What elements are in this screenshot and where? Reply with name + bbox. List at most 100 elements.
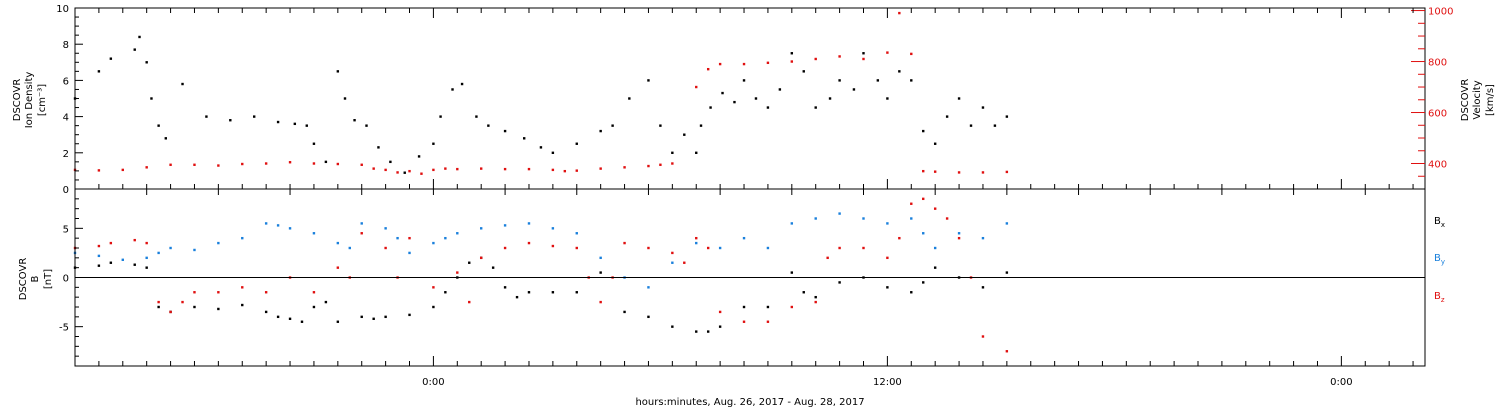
field-data-point [623,241,626,245]
field-data-point [945,217,949,220]
density-data-point [628,97,631,100]
field-data-point [838,246,841,250]
density-data-point [157,124,160,127]
velocity-data-point [420,172,423,175]
field-data-point [456,232,459,235]
field-data-point [599,300,602,304]
density-data-point [969,124,973,127]
field-data-point [1005,350,1009,353]
velocity-data-point [312,162,316,165]
field-data-point [145,256,148,260]
legend-bz: Bz [1434,291,1445,304]
velocity-data-point [766,61,770,65]
density-data-point [575,142,578,145]
density-data-point [460,82,464,86]
field-data-point [957,232,961,235]
velocity-data-point [575,169,578,172]
field-data-point [503,246,507,250]
density-data-point [403,171,406,174]
density-data-point [164,137,167,140]
density-data-point [365,124,368,127]
field-data-point [910,217,913,220]
field-data-point [503,286,507,289]
field-data-point [742,320,746,323]
field-data-point [276,315,280,319]
field-data-point [264,222,268,225]
field-data-point [981,335,985,338]
velocity-data-point [121,168,124,172]
density-data-point [981,106,985,109]
field-data-point [133,263,136,266]
field-data-point [157,305,160,309]
field-data-point [790,305,794,309]
velocity-data-point [1005,170,1009,174]
field-data-point [718,310,722,314]
density-data-point [389,160,392,164]
field-data-point [181,300,184,304]
field-data-point [133,238,136,242]
velocity-tick-label: 800 [1428,58,1447,69]
field-data-point [814,217,817,220]
field-data-point [372,317,375,320]
density-tick-label: 10 [56,4,69,15]
velocity-data-point [479,167,483,170]
field-data-point [241,236,244,240]
field-tick-label: 0 [63,274,69,285]
density-data-point [695,151,698,154]
field-data-point [695,241,698,245]
velocity-tick-label: 1000 [1428,7,1453,18]
field-data-point [145,266,148,269]
field-data-point [109,241,113,245]
field-data-point [683,261,686,264]
field-data-point [384,246,387,250]
field-data-point [742,236,746,240]
velocity-tick-label: 400 [1428,160,1447,171]
density-data-point [790,52,794,55]
field-data-point [336,320,340,323]
field-data-point [109,261,113,264]
velocity-data-point [898,11,901,15]
field-data-point [408,251,411,255]
density-data-point [671,151,674,154]
field-data-point [264,291,268,294]
density-data-point [802,70,805,73]
field-data-point [862,217,865,220]
field-data-point [396,236,399,240]
field-data-point [468,300,471,304]
density-data-point [150,97,153,100]
field-axis-label-line2: B [30,275,41,282]
density-data-point [838,79,841,82]
field-data-point [479,256,483,260]
density-data-point [778,88,782,91]
field-data-point [360,232,363,235]
field-panel-axes: -5 0 5 0:00 12:00 0:00 [59,8,1426,388]
velocity-data-point [384,168,387,172]
velocity-data-point [981,171,985,174]
density-data-point [611,124,614,127]
field-data-point [886,256,889,260]
field-data-point [886,286,889,289]
velocity-data-point [551,168,555,172]
density-data-point [898,70,901,73]
density-data-point [957,97,961,100]
density-tick-label: 0 [63,185,69,196]
time-tick-label: 12:00 [873,377,902,388]
field-data-point [802,291,805,294]
field-data-point [551,244,555,248]
velocity-data-point [922,169,925,173]
density-data-point [417,155,421,158]
velocity-data-point [456,167,459,171]
velocity-data-point [396,171,399,174]
density-data-point [229,119,232,122]
field-data-point [838,281,841,284]
density-data-point [742,79,746,82]
field-data-point [121,258,124,261]
velocity-data-point [563,169,567,173]
density-data-point [276,120,280,124]
density-data-point [814,106,817,109]
velocity-data-point [527,167,531,171]
density-data-point [336,70,340,73]
density-data-point [766,106,770,109]
velocity-data-point [408,169,411,173]
field-data-point [718,325,722,328]
